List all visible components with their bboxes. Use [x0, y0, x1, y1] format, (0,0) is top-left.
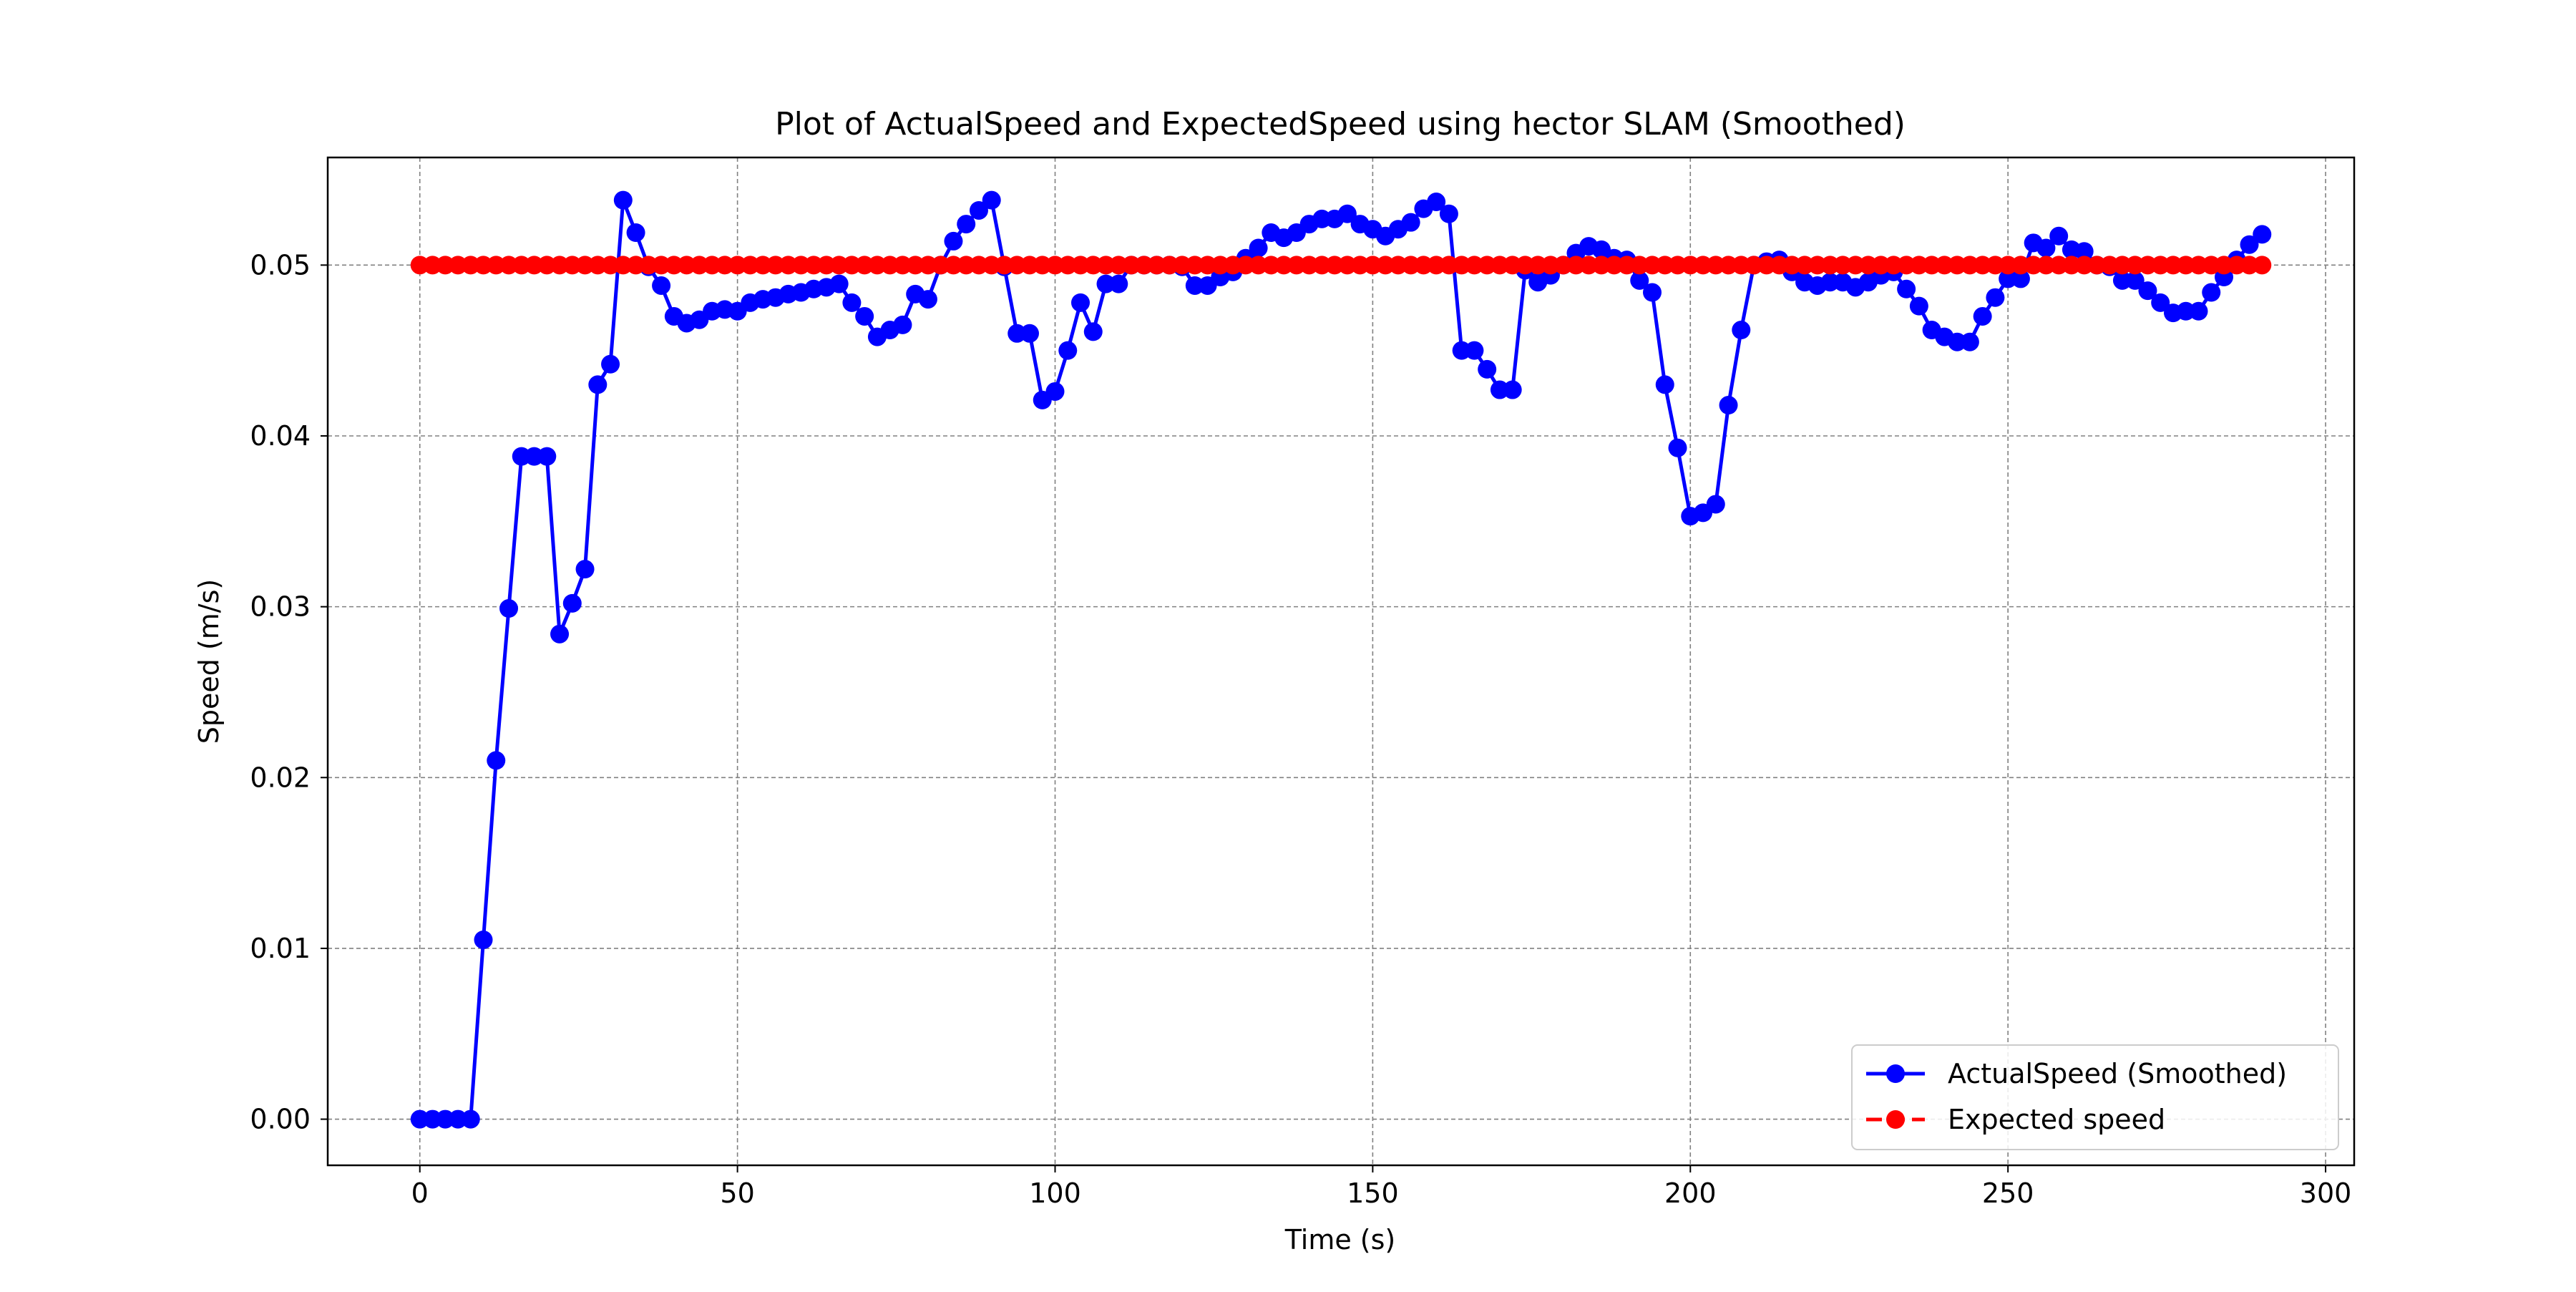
chart-title: Plot of ActualSpeed and ExpectedSpeed us… — [775, 106, 1906, 142]
actual-speed-point — [2011, 269, 2030, 288]
x-tick-label: 0 — [411, 1177, 429, 1209]
actual-speed-point — [855, 306, 874, 326]
actual-speed-point — [2074, 242, 2094, 261]
actual-speed-point — [1643, 283, 1662, 302]
actual-speed-point — [588, 375, 608, 394]
actual-speed-point — [982, 190, 1001, 210]
legend-expected-marker — [1886, 1110, 1905, 1129]
legend-box — [1851, 1044, 2339, 1150]
y-tick-label: 0.04 — [250, 420, 311, 452]
y-tick-label: 0.05 — [250, 249, 311, 281]
grid — [328, 157, 2354, 1165]
actual-speed-point — [944, 231, 963, 251]
x-tick-label: 300 — [2300, 1177, 2352, 1209]
actual-speed-point — [1401, 213, 1420, 232]
actual-speed-point — [652, 276, 671, 295]
actual-speed-point — [2189, 301, 2208, 321]
actual-speed-point — [1337, 204, 1357, 223]
series-actual — [410, 190, 2272, 1129]
actual-speed-point — [1706, 495, 1725, 514]
actual-speed-point — [957, 215, 976, 234]
actual-speed-point — [1630, 271, 1649, 290]
actual-speed-point — [613, 190, 633, 210]
actual-speed-point — [1465, 341, 1484, 360]
actual-speed-point — [1083, 322, 1103, 341]
actual-speed-point — [1655, 375, 1674, 394]
legend-actual-marker — [1886, 1064, 1905, 1083]
actual-speed-point — [2125, 271, 2145, 290]
actual-speed-point — [2253, 225, 2272, 244]
actual-speed-point — [1986, 288, 2005, 307]
expected-speed-point — [2253, 256, 2272, 275]
x-axis: 0 50 100 150 200 250 300 — [411, 1165, 2352, 1209]
actual-speed-point — [1478, 359, 1497, 379]
actual-speed-point — [487, 751, 506, 770]
actual-speed-point — [1960, 332, 1979, 351]
actual-speed-point — [918, 290, 937, 309]
actual-speed-point — [1071, 293, 1091, 312]
x-tick-label: 200 — [1664, 1177, 1717, 1209]
actual-speed-point — [2240, 235, 2259, 254]
actual-speed-point — [2049, 226, 2069, 246]
y-tick-label: 0.03 — [250, 591, 311, 623]
actual-speed-point — [1719, 396, 1738, 415]
actual-speed-point — [626, 223, 645, 243]
actual-speed-point — [969, 200, 988, 220]
actual-speed-point — [1249, 238, 1268, 258]
actual-speed-point — [550, 624, 570, 643]
actual-speed-point — [1668, 438, 1687, 457]
plot-frame — [326, 156, 2356, 1167]
actual-speed-point — [2036, 238, 2056, 258]
actual-speed-point — [537, 447, 557, 466]
x-tick-label: 150 — [1347, 1177, 1399, 1209]
actual-speed-point — [1732, 321, 1751, 340]
actual-speed-point — [2202, 283, 2221, 302]
actual-speed-point — [1058, 341, 1078, 360]
y-tick-label: 0.01 — [250, 933, 311, 964]
y-tick-label: 0.02 — [250, 762, 311, 793]
actual-speed-point — [1439, 204, 1458, 223]
actual-speed-point — [1973, 306, 1992, 326]
actual-speed-point — [1427, 193, 1446, 212]
y-axis: 0.00 0.01 0.02 0.03 0.04 0.05 — [250, 249, 328, 1135]
actual-speed-point — [893, 315, 912, 334]
actual-speed-point — [1909, 296, 1928, 316]
x-tick-label: 100 — [1029, 1177, 1081, 1209]
legend-actual-label: ActualSpeed (Smoothed) — [1948, 1058, 2287, 1089]
actual-speed-point — [1503, 380, 1522, 399]
actual-speed-point — [562, 593, 582, 613]
actual-speed-point — [461, 1109, 480, 1129]
actual-speed-point — [1045, 382, 1065, 401]
actual-speed-point — [829, 274, 849, 293]
actual-speed-point — [842, 293, 862, 312]
actual-speed-point — [2138, 281, 2157, 301]
actual-speed-point — [499, 599, 519, 618]
actual-speed-point — [575, 560, 595, 579]
x-axis-label: Time (s) — [1284, 1224, 1396, 1255]
legend-expected-label: Expected speed — [1948, 1104, 2165, 1135]
legend: ActualSpeed (Smoothed) Expected speed — [1851, 1044, 2339, 1150]
x-tick-label: 50 — [720, 1177, 754, 1209]
actual-speed-point — [474, 930, 493, 949]
y-tick-label: 0.00 — [250, 1104, 311, 1135]
actual-speed-point — [1109, 274, 1128, 293]
y-axis-label: Speed (m/s) — [193, 579, 225, 744]
actual-speed-point — [1897, 279, 1916, 298]
actual-speed-point — [601, 354, 620, 374]
x-tick-label: 250 — [1982, 1177, 2034, 1209]
actual-speed-point — [2151, 293, 2170, 312]
actual-speed-point — [1020, 324, 1039, 343]
